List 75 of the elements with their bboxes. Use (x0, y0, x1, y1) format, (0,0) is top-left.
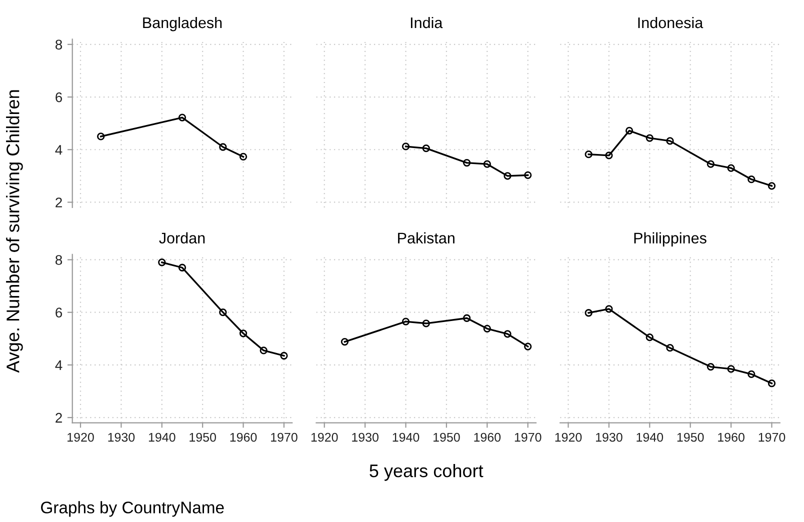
point (158, 258, 166, 266)
point (462, 314, 471, 322)
y-tick-label: 2 (56, 412, 62, 423)
chart-title: Bangladesh (143, 16, 222, 32)
point (462, 158, 471, 167)
point (524, 342, 532, 350)
point (97, 132, 105, 140)
point (605, 152, 613, 160)
x-tick-label: 1930 (108, 432, 135, 442)
chart-title: Jordan (159, 232, 205, 244)
point (748, 176, 756, 184)
x-axis-title: 5 years cohort (370, 464, 484, 481)
x-tick-label: 1940 (392, 432, 420, 442)
point (422, 320, 430, 328)
point (340, 338, 349, 346)
point (260, 346, 268, 354)
x-tick-label: 1950 (190, 432, 216, 442)
point (666, 344, 674, 352)
y-tick-label: 6 (56, 92, 62, 102)
chart-title: Philippines (634, 232, 706, 247)
chart-title: Indonesia (638, 16, 704, 28)
x-tick-label: 1930 (352, 432, 378, 442)
chart-title: India (410, 16, 443, 28)
y-tick-label: 4 (55, 360, 62, 370)
x-tick-label: 1950 (677, 432, 704, 442)
point (280, 352, 288, 360)
point (727, 365, 735, 373)
point (504, 330, 512, 338)
x-tick-label: 1940 (636, 432, 664, 442)
point (483, 160, 491, 168)
point (584, 150, 592, 158)
point (504, 172, 512, 180)
y-tick-label: 4 (55, 145, 62, 155)
point (605, 305, 613, 313)
y-tick-label: 8 (56, 255, 62, 265)
point (483, 324, 491, 332)
y-tick-label: 2 (56, 198, 62, 208)
x-tick-label: 1960 (718, 432, 744, 442)
y-tick-label: 6 (56, 308, 62, 318)
point (178, 114, 186, 122)
point (625, 126, 634, 135)
x-tick-label: 1940 (148, 432, 176, 442)
point (178, 264, 186, 272)
chart-title: Pakistan (398, 232, 454, 244)
point (422, 144, 430, 152)
point (524, 171, 532, 179)
point (584, 309, 592, 317)
y-axis-title: Avge. Number of surviving Children (6, 90, 23, 373)
point (646, 334, 654, 342)
text: Graphs by CountryName (41, 501, 224, 517)
point (666, 137, 674, 145)
point (727, 164, 735, 172)
x-tick-label: 1960 (474, 432, 501, 442)
x-tick-label: 1970 (758, 432, 786, 442)
point (402, 142, 410, 150)
x-tick-label: 1960 (230, 432, 257, 442)
x-tick-label: 1930 (596, 432, 622, 442)
point (768, 380, 776, 388)
point (402, 318, 410, 326)
point (706, 362, 715, 371)
point (219, 143, 227, 151)
point (748, 370, 756, 378)
x-tick-label: 1950 (434, 432, 460, 442)
x-tick-label: 1920 (311, 432, 338, 442)
x-tick-label: 1920 (555, 432, 582, 442)
point (239, 330, 248, 338)
point (646, 134, 654, 142)
point (239, 152, 248, 161)
x-tick-label: 1920 (68, 432, 94, 442)
point (706, 160, 715, 168)
point (768, 182, 776, 190)
y-tick-label: 8 (56, 40, 62, 50)
x-tick-label: 1970 (271, 432, 298, 442)
point (219, 308, 227, 316)
x-tick-label: 1970 (514, 432, 542, 442)
